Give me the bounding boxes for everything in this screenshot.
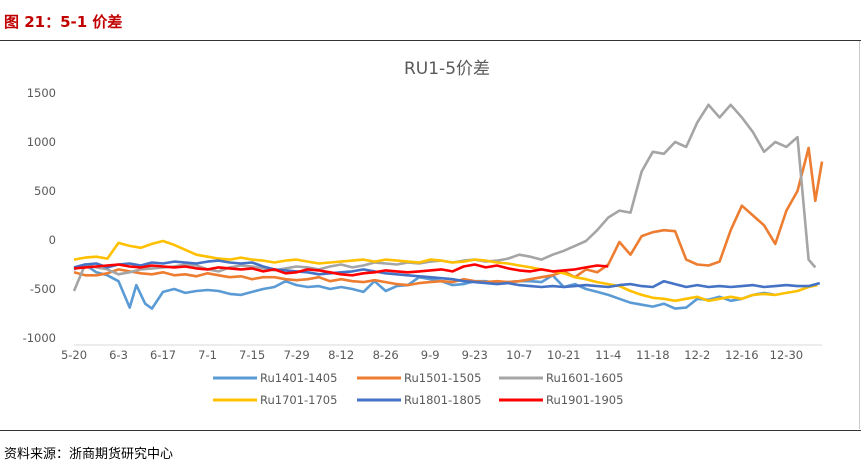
figure-header: 图 21：5-1 价差 bbox=[0, 0, 861, 40]
x-tick-label: 7-29 bbox=[284, 348, 310, 362]
y-tick-label: 1500 bbox=[27, 86, 56, 100]
x-tick-label: 6-3 bbox=[109, 348, 128, 362]
chart-title: RU1-5价差 bbox=[404, 59, 490, 79]
header-divider bbox=[0, 40, 861, 41]
legend-label: Ru1801-1805 bbox=[404, 393, 481, 407]
x-tick-label: 9-23 bbox=[462, 348, 488, 362]
x-tick-label: 11-4 bbox=[595, 348, 621, 362]
legend-label: Ru1701-1705 bbox=[260, 393, 337, 407]
x-tick-label: 10-7 bbox=[506, 348, 532, 362]
x-tick-label: 12-16 bbox=[725, 348, 758, 362]
x-tick-label: 10-21 bbox=[547, 348, 580, 362]
y-tick-label: 0 bbox=[49, 233, 56, 247]
x-tick-label: 12-30 bbox=[770, 348, 803, 362]
legend: Ru1401-1405 Ru1501-1505 Ru1601-1605 Ru1701-… bbox=[213, 371, 623, 407]
legend-label: Ru1601-1605 bbox=[546, 371, 623, 385]
chart-frame bbox=[0, 41, 860, 429]
x-tick-label: 8-26 bbox=[373, 348, 399, 362]
x-axis: 5-20 6-3 6-17 7-1 7-15 7-29 8-12 8-26 9-9 9-23 10-… bbox=[61, 344, 822, 362]
series-line-ru1901-1905 bbox=[73, 263, 609, 277]
plot-area bbox=[72, 103, 824, 310]
y-tick-label: 1000 bbox=[27, 135, 56, 149]
footer-divider bbox=[0, 430, 861, 431]
y-tick-label: -1000 bbox=[23, 331, 56, 345]
legend-label: Ru1501-1505 bbox=[404, 371, 481, 385]
legend-label: Ru1901-1905 bbox=[546, 393, 623, 407]
source-note: 资料来源：浙商期货研究中心 bbox=[4, 447, 174, 462]
series-line-ru1801-1805 bbox=[73, 259, 821, 289]
y-tick-label: 500 bbox=[34, 184, 56, 198]
x-tick-label: 8-12 bbox=[328, 348, 354, 362]
x-tick-label: 5-20 bbox=[61, 348, 87, 362]
figure-title: 图 21：5-1 价差 bbox=[4, 13, 123, 31]
y-tick-label: -500 bbox=[30, 282, 56, 296]
x-tick-label: 7-1 bbox=[198, 348, 217, 362]
chart: RU1-5价差 -1000 -500 0 500 1000 1500 5-20 6-3 6-1… bbox=[23, 59, 824, 407]
y-axis: -1000 -500 0 500 1000 1500 bbox=[23, 86, 56, 345]
legend-label: Ru1401-1405 bbox=[260, 371, 337, 385]
x-tick-label: 6-17 bbox=[150, 348, 176, 362]
x-tick-label: 7-15 bbox=[239, 348, 265, 362]
x-tick-label: 11-18 bbox=[636, 348, 669, 362]
x-tick-label: 12-2 bbox=[684, 348, 710, 362]
series-line-ru1701-1705 bbox=[73, 239, 818, 303]
series-line-ru1501-1505 bbox=[73, 146, 824, 287]
x-tick-label: 9-9 bbox=[421, 348, 440, 362]
